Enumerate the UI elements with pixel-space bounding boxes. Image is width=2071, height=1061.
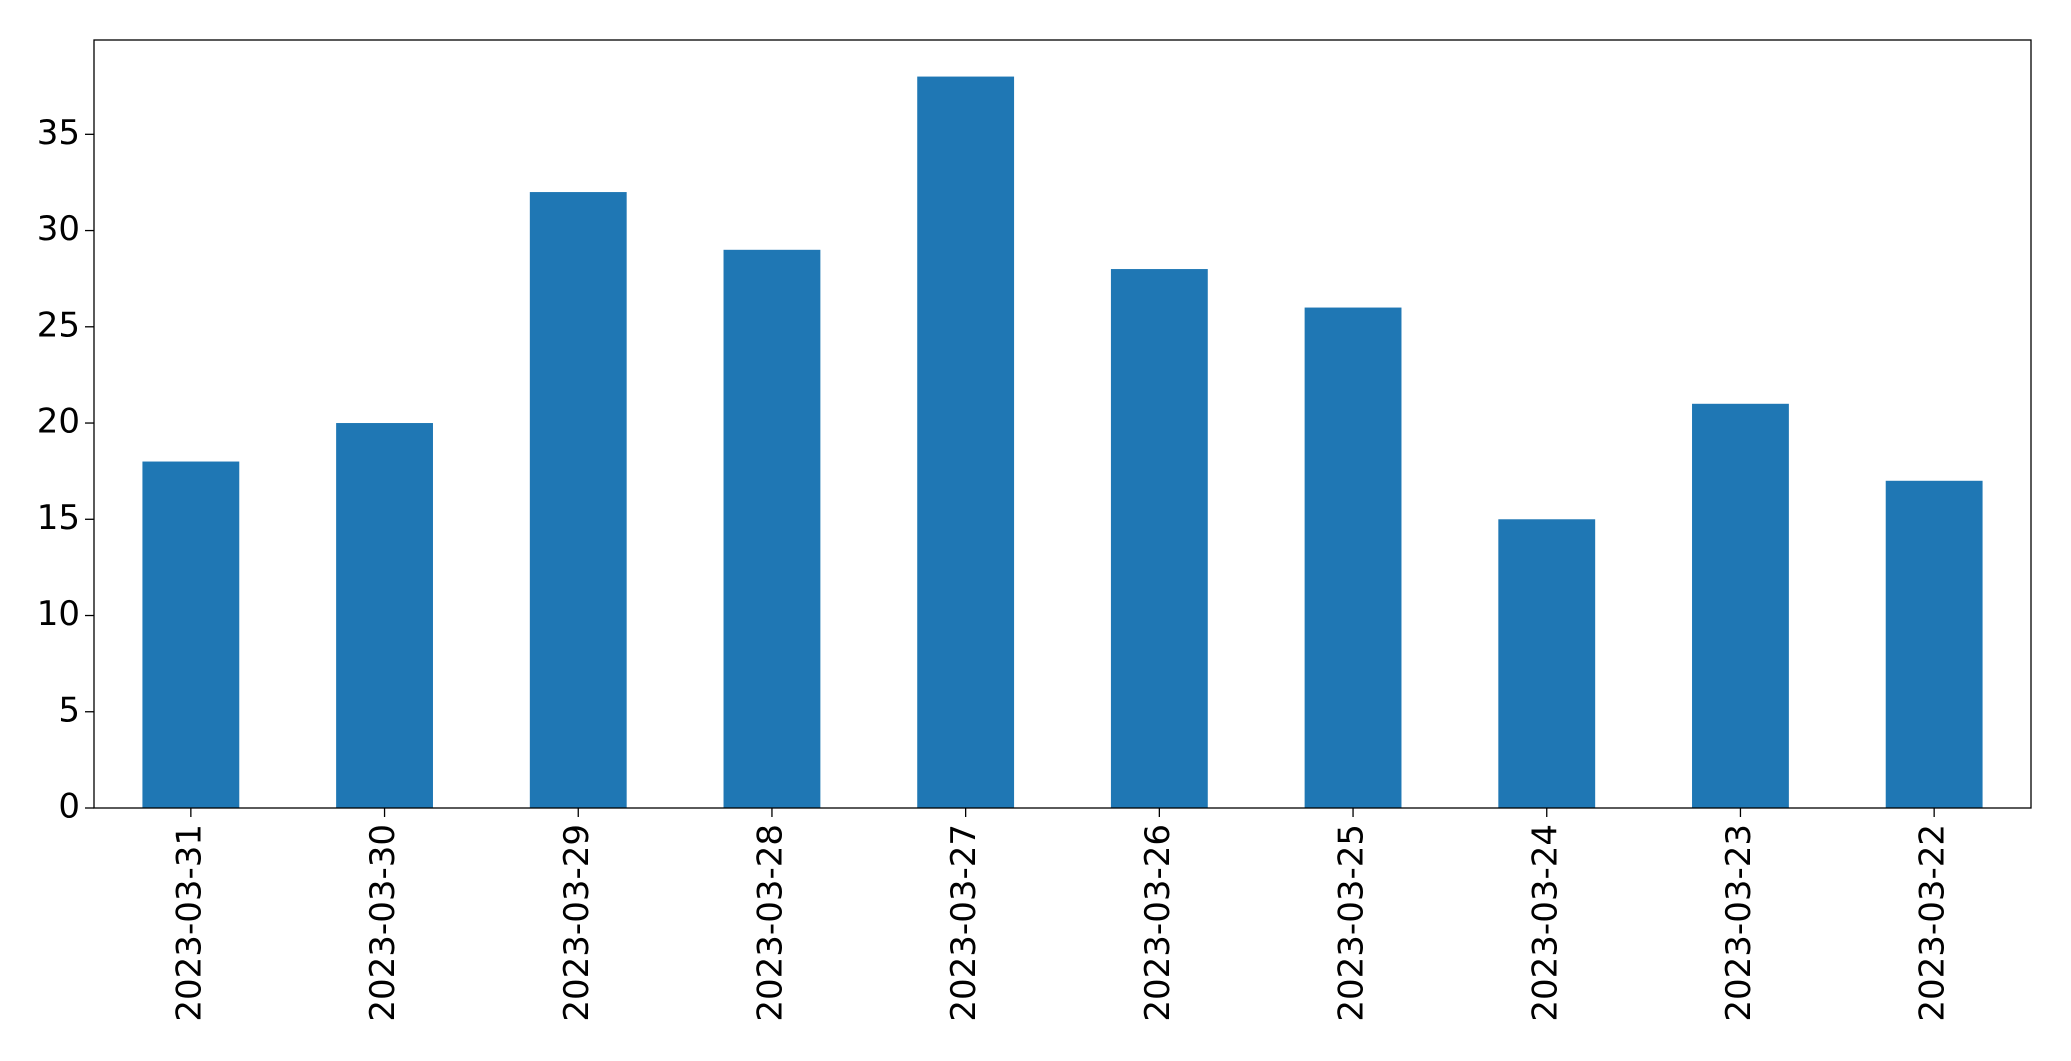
y-tick-label: 35 <box>37 113 80 153</box>
bar <box>142 461 240 808</box>
x-tick-label: 2023-03-25 <box>1332 824 1372 1022</box>
x-tick-label: 2023-03-31 <box>169 824 209 1022</box>
bar <box>336 423 433 808</box>
y-tick-label: 20 <box>37 402 80 442</box>
x-tick-label: 2023-03-23 <box>1719 824 1759 1022</box>
axes-frame <box>93 39 2032 809</box>
bar <box>1110 269 1208 809</box>
x-tick-label: 2023-03-24 <box>1525 824 1565 1022</box>
bar <box>1304 307 1402 808</box>
x-tick-label: 2023-03-30 <box>363 824 403 1022</box>
x-tick-label: 2023-03-28 <box>750 824 790 1022</box>
x-tick-label: 2023-03-27 <box>944 824 984 1022</box>
bar <box>1692 403 1789 808</box>
y-tick-label: 0 <box>58 787 80 827</box>
x-tick-label: 2023-03-29 <box>557 824 597 1022</box>
y-tick-label: 5 <box>58 690 80 730</box>
x-tick-label: 2023-03-22 <box>1913 824 1953 1022</box>
bar <box>723 249 821 808</box>
y-tick-label: 10 <box>37 594 80 634</box>
bar <box>917 76 1015 809</box>
bar <box>1885 480 1983 808</box>
bar <box>529 192 627 808</box>
y-tick-label: 30 <box>37 209 80 249</box>
y-tick-label: 15 <box>37 498 80 538</box>
x-tick-label: 2023-03-26 <box>1138 824 1178 1022</box>
bar <box>1498 519 1596 808</box>
y-tick-label: 25 <box>37 305 80 345</box>
